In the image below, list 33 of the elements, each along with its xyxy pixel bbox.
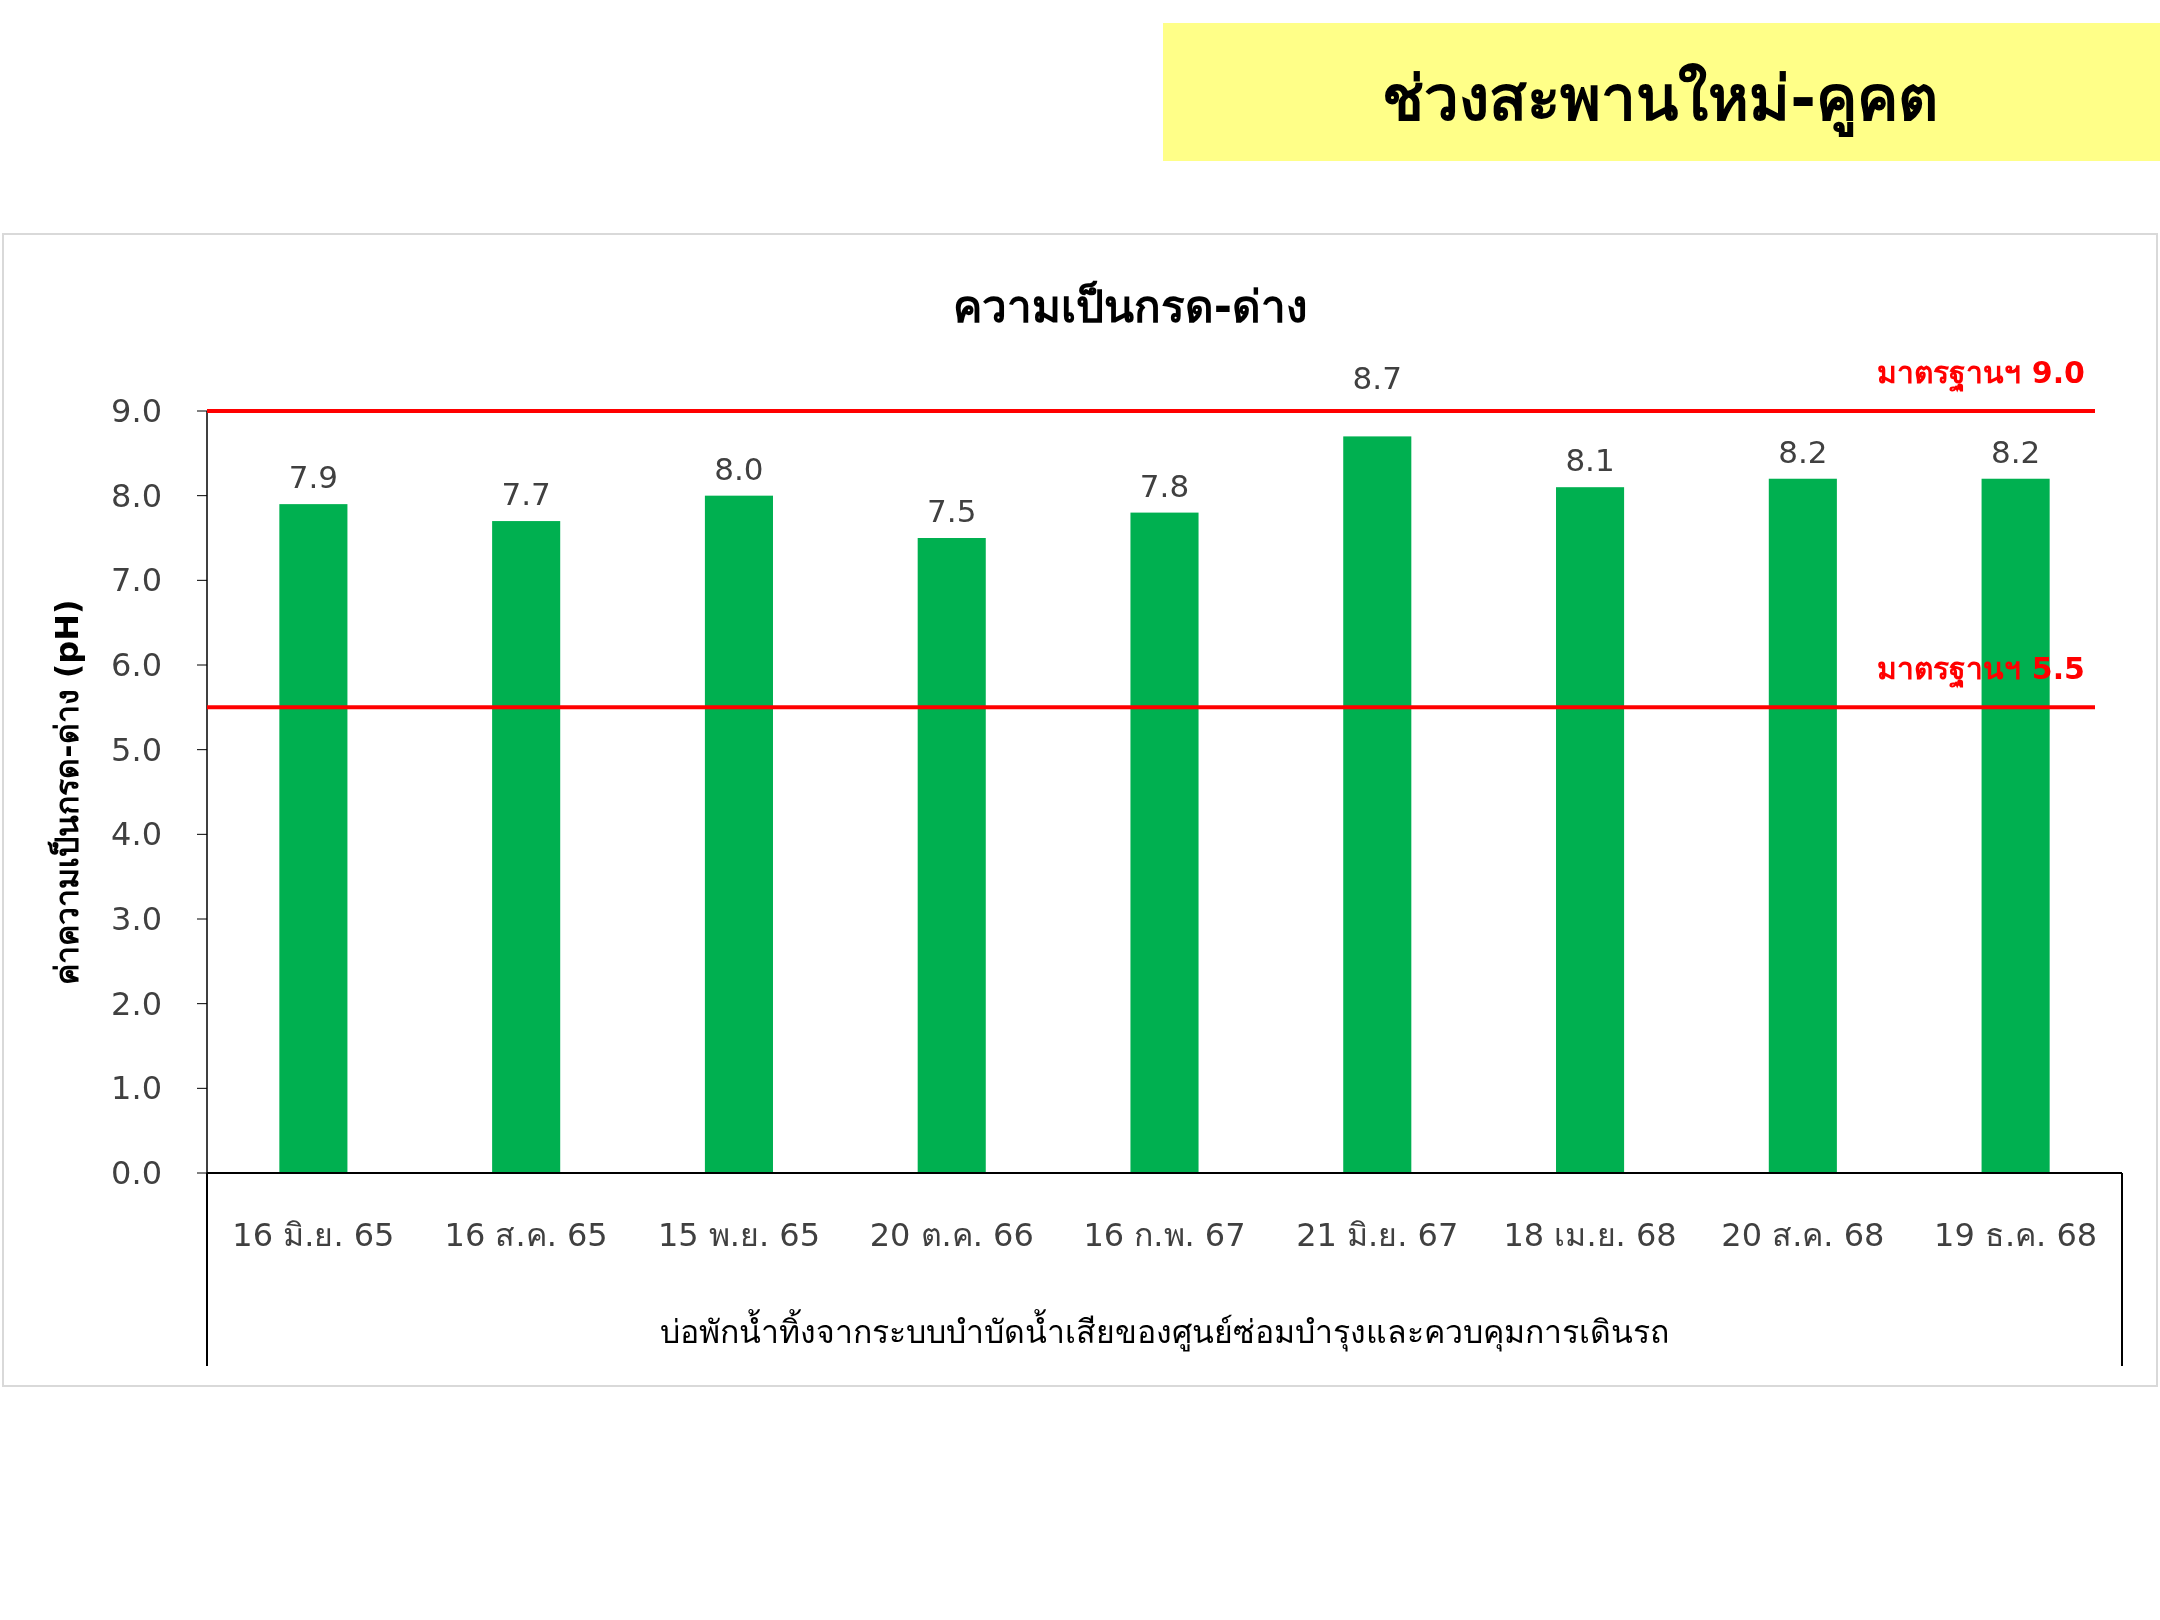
data-label: 7.7: [501, 476, 551, 513]
data-label: 8.2: [1990, 433, 2041, 470]
x-axis-title: บ่อพักน้ำทิ้งจากระบบบำบัดน้ำเสียของศูนย์ซ่อมบำรุงและควบคุมการเดินรถ: [660, 1309, 1669, 1352]
data-label: 8.7: [1352, 360, 1402, 396]
data-label: 8.2: [1778, 433, 1828, 470]
x-tick-label: 18 เม.ย. 68: [1503, 1216, 1677, 1254]
x-tick-label: 15 พ.ย. 65: [657, 1216, 821, 1254]
data-label: 7.9: [288, 459, 339, 496]
y-tick-label: 1.0: [111, 1069, 162, 1108]
data-label: 8.0: [714, 450, 764, 487]
x-tick-label: 20 ต.ค. 66: [869, 1216, 1034, 1254]
data-label: 7.8: [1139, 467, 1190, 504]
x-tick-label: 20 ส.ค. 68: [1721, 1216, 1885, 1254]
x-tick-label: 16 ก.พ. 67: [1083, 1216, 1246, 1254]
y-tick-label: 9.0: [111, 392, 162, 430]
ref-line-label: มาตรฐานฯ 9.0: [1877, 355, 2085, 393]
y-tick-label: 0.0: [111, 1154, 162, 1192]
data-label: 7.5: [927, 493, 977, 529]
y-tick-label: 6.0: [111, 646, 162, 684]
chart-title: ช่วงสะพานใหม่-คูคต: [1382, 62, 1938, 137]
x-tick-label: 16 มิ.ย. 65: [232, 1216, 395, 1254]
x-tick-label: 16 ส.ค. 65: [444, 1216, 608, 1254]
y-tick-label: 3.0: [111, 900, 162, 938]
y-tick-label: 4.0: [111, 815, 162, 854]
data-label: 8.1: [1565, 442, 1615, 479]
x-tick-label: 21 มิ.ย. 67: [1296, 1216, 1459, 1254]
y-tick-label: 8.0: [111, 476, 162, 515]
y-tick-label: 7.0: [111, 561, 162, 600]
chart-subtitle: ความเป็นกรด-ด่าง: [952, 280, 1308, 332]
y-axis-title: ค่าความเป็นกรด-ด่าง (pH): [47, 599, 86, 985]
x-tick-label: 19 ธ.ค. 68: [1934, 1216, 2098, 1254]
y-tick-label: 2.0: [111, 984, 162, 1023]
y-tick-label: 5.0: [111, 730, 162, 769]
